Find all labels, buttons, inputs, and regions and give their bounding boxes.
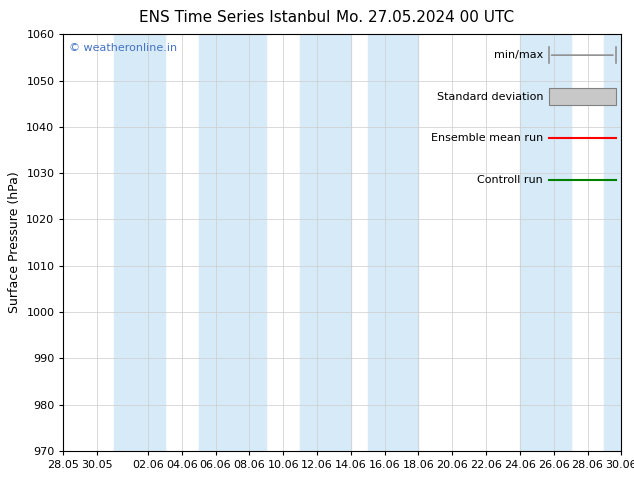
Bar	[114, 34, 165, 451]
FancyBboxPatch shape	[549, 88, 616, 105]
Bar	[198, 34, 266, 451]
Y-axis label: Surface Pressure (hPa): Surface Pressure (hPa)	[8, 172, 21, 314]
Text: Mo. 27.05.2024 00 UTC: Mo. 27.05.2024 00 UTC	[336, 10, 514, 25]
Text: Ensemble mean run: Ensemble mean run	[431, 133, 543, 144]
Text: ENS Time Series Istanbul: ENS Time Series Istanbul	[139, 10, 330, 25]
Text: Controll run: Controll run	[477, 175, 543, 185]
Bar	[300, 34, 351, 451]
Text: © weatheronline.in: © weatheronline.in	[69, 43, 177, 52]
Text: min/max: min/max	[494, 50, 543, 60]
Bar	[604, 34, 634, 451]
Bar	[520, 34, 571, 451]
Bar	[368, 34, 418, 451]
Text: Standard deviation: Standard deviation	[437, 92, 543, 102]
